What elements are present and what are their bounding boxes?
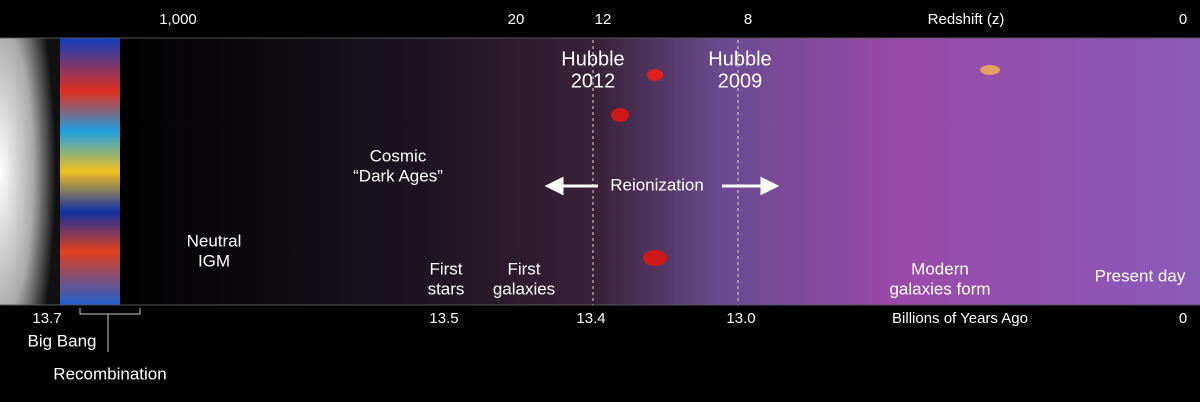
era-label: IGM — [198, 251, 230, 270]
galaxy — [643, 250, 667, 266]
redshift-label: 1,000 — [159, 11, 197, 28]
galaxy — [611, 108, 629, 122]
age-label: 0 — [1179, 310, 1187, 327]
age-label: 13.7 — [32, 310, 61, 327]
era-label: Present day — [1095, 266, 1186, 285]
age-label: 13.4 — [576, 310, 605, 327]
cmb-strip — [60, 38, 120, 305]
redshift-label: 0 — [1179, 11, 1187, 28]
era-label: Hubble — [708, 48, 771, 70]
era-label: 2012 — [571, 70, 616, 92]
redshift-label: 8 — [744, 11, 752, 28]
galaxy — [980, 65, 1000, 75]
recombination-bracket — [79, 308, 141, 352]
big-bang-glow — [0, 38, 62, 305]
era-label: galaxies — [493, 279, 555, 298]
era-label: Neutral — [187, 231, 242, 250]
axis-title: Redshift (z) — [928, 11, 1005, 28]
era-label: Modern — [911, 259, 969, 278]
event-label: Big Bang — [28, 331, 97, 350]
era-label: “Dark Ages” — [353, 166, 443, 185]
era-label: stars — [428, 279, 465, 298]
redshift-label: 20 — [508, 11, 525, 28]
era-label: Cosmic — [370, 146, 427, 165]
era-label: Hubble — [561, 48, 624, 70]
era-label: Reionization — [610, 175, 704, 194]
era-label: 2009 — [718, 70, 763, 92]
galaxy — [647, 69, 663, 81]
axis-title: Billions of Years Ago — [892, 310, 1028, 327]
era-label: galaxies form — [889, 279, 990, 298]
reionization-arrows — [544, 176, 780, 196]
age-label: 13.5 — [429, 310, 458, 327]
era-label: First — [429, 259, 462, 278]
universe-band — [0, 38, 1200, 305]
era-label: First — [507, 259, 540, 278]
age-label: 13.0 — [726, 310, 755, 327]
event-label: Recombination — [53, 364, 166, 383]
redshift-label: 12 — [595, 11, 612, 28]
